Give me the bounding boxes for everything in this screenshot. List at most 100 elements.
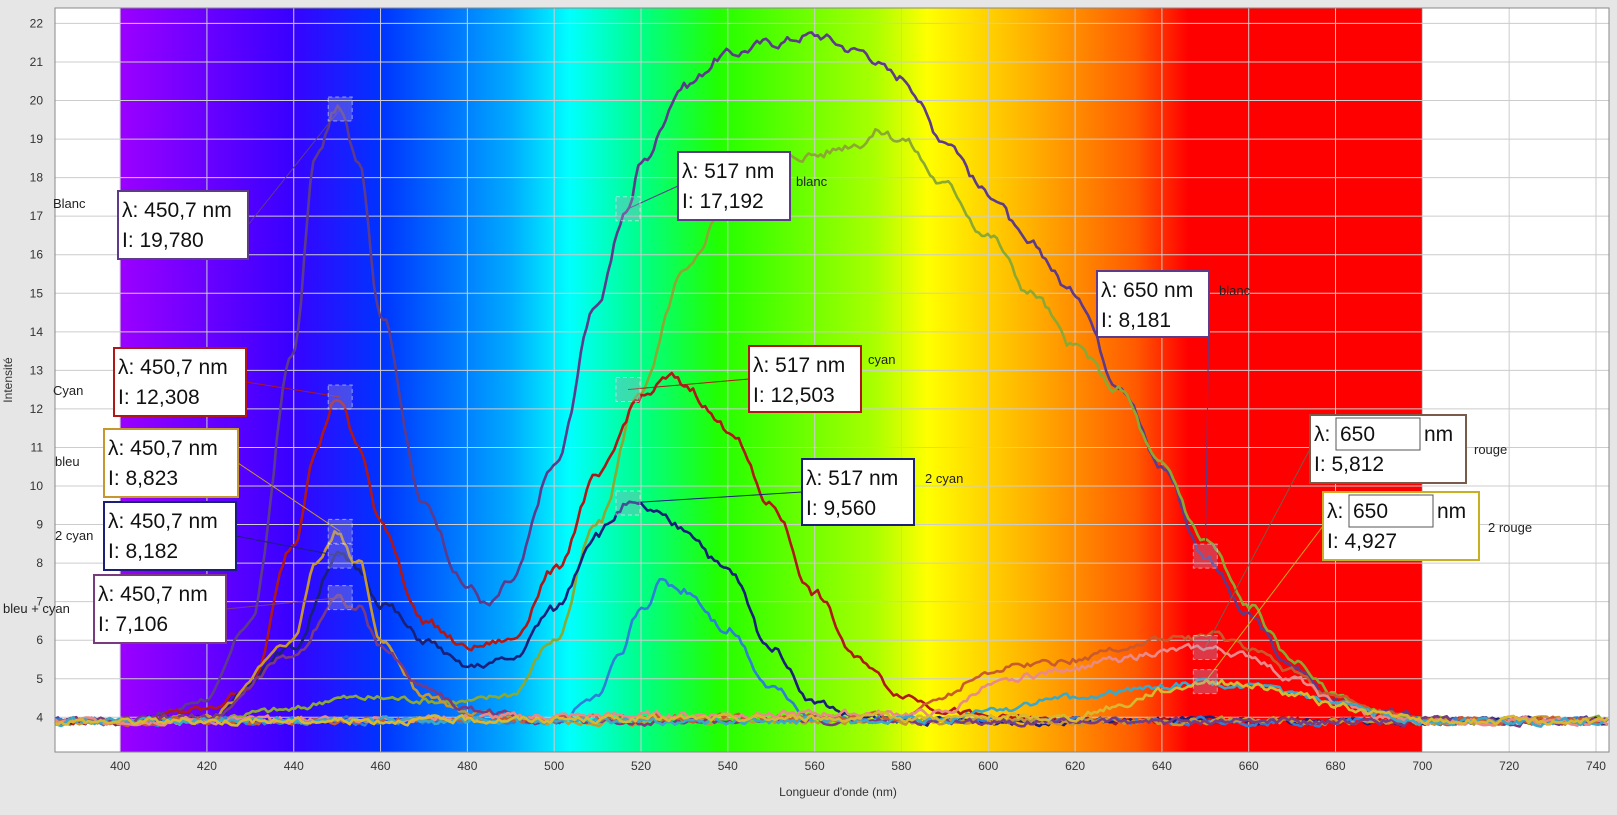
y-tick-label: 4 [36, 710, 43, 724]
y-tick-label: 14 [30, 325, 44, 339]
annotation-lambda-prefix: λ: [1314, 423, 1330, 446]
curve-label: bleu + cyan [3, 601, 70, 616]
annotation-marker[interactable] [1192, 543, 1218, 569]
x-tick-label: 440 [284, 759, 304, 773]
annotation-wavelength-input[interactable] [1335, 417, 1421, 451]
curve-label: 2 cyan [55, 528, 93, 543]
x-tick-label: 420 [197, 759, 217, 773]
annotation-box[interactable] [748, 345, 862, 413]
x-tick-label: 700 [1412, 759, 1432, 773]
y-tick-label: 11 [31, 440, 44, 454]
x-tick-label: 560 [805, 759, 825, 773]
annotation-marker[interactable] [1192, 634, 1218, 660]
x-tick-label: 720 [1499, 759, 1519, 773]
x-tick-label: 500 [544, 759, 564, 773]
x-tick-label: 580 [891, 759, 911, 773]
curve-label: cyan [868, 352, 895, 367]
annotation-intensity: I: 12,308 [118, 386, 200, 409]
curve-label: 2 cyan [925, 471, 963, 486]
annotation-marker[interactable] [327, 585, 353, 611]
y-axis-label: Intensité [1, 357, 15, 403]
y-tick-label: 16 [30, 248, 44, 262]
annotation-intensity: I: 12,503 [753, 384, 835, 407]
annotation-marker[interactable] [327, 518, 353, 544]
y-tick-label: 19 [30, 132, 44, 146]
x-tick-label: 540 [718, 759, 738, 773]
x-tick-label: 620 [1065, 759, 1085, 773]
plot-frame [54, 7, 1610, 753]
y-tick-label: 22 [30, 16, 44, 30]
x-axis-label: Longueur d'onde (nm) [779, 785, 897, 799]
annotation-marker[interactable] [327, 96, 353, 122]
annotation-leader-line [235, 535, 341, 557]
annotation-intensity: I: 9,560 [806, 497, 876, 520]
curve-label: bleu [55, 454, 80, 469]
y-tick-label: 5 [36, 672, 43, 686]
annotation-box[interactable] [103, 428, 239, 498]
annotation-box[interactable] [93, 574, 227, 644]
y-tick-label: 17 [30, 209, 44, 223]
x-tick-label: 660 [1239, 759, 1259, 773]
curve-label: Cyan [53, 383, 83, 398]
annotation-box[interactable] [113, 347, 247, 417]
annotation-intensity: I: 8,182 [108, 540, 178, 563]
y-tick-label: 9 [36, 518, 43, 532]
annotation-box[interactable] [677, 151, 791, 221]
annotation-marker[interactable] [1192, 669, 1218, 695]
annotation-wavelength: λ: 450,7 nm [108, 437, 218, 460]
annotation-wavelength: λ: 650 nm [1101, 279, 1193, 302]
curve-labels: Blanc Cyan bleu 2 cyan bleu + cyan blanc cyan 2… [3, 174, 1532, 616]
annotation-marker[interactable] [615, 490, 641, 516]
x-tick-label: 680 [1326, 759, 1346, 773]
annotation-wavelength: λ: 450,7 nm [118, 356, 228, 379]
annotation-intensity: I: 8,823 [108, 467, 178, 490]
y-tick-label: 20 [30, 94, 44, 108]
annotation-box[interactable] [117, 190, 249, 260]
annotation-intensity: I: 5,812 [1314, 453, 1384, 476]
annotation-leader-line [237, 462, 341, 532]
series-line [54, 593, 1609, 728]
annotation-marker[interactable] [327, 543, 353, 569]
curve-label: 2 rouge [1488, 520, 1532, 535]
curve-label: blanc [1219, 283, 1251, 298]
annotation-marker[interactable] [615, 377, 641, 403]
curve-label: rouge [1474, 442, 1507, 457]
annotation-box[interactable] [103, 501, 237, 571]
x-tick-label: 740 [1586, 759, 1606, 773]
annotation-leader-line [627, 378, 750, 391]
annotation-leader-line [245, 381, 341, 398]
x-tick-label: 460 [371, 759, 391, 773]
series-layer [54, 31, 1609, 728]
annotation-unit: nm [1424, 423, 1453, 446]
annotation-leader-line [627, 491, 803, 504]
y-tick-label: 13 [30, 363, 44, 377]
annotation-box[interactable] [1096, 270, 1210, 338]
annotation-box[interactable] [801, 458, 915, 526]
annotation-marker[interactable] [615, 196, 641, 222]
series-line [54, 678, 1609, 727]
annotation-intensity: I: 17,192 [682, 190, 764, 213]
annotation-wavelength: λ: 450,7 nm [98, 583, 208, 606]
x-tick-label: 480 [457, 759, 477, 773]
annotation-leader-line [627, 185, 679, 210]
annotation-leader-line [1204, 525, 1324, 682]
y-tick-label: 6 [36, 633, 43, 647]
annotation-wavelength-input[interactable] [1348, 494, 1434, 528]
annotation-unit: nm [1437, 500, 1466, 523]
annotation-marker[interactable] [327, 384, 353, 410]
y-tick-label: 10 [30, 479, 44, 493]
y-tick-label: 15 [30, 286, 44, 300]
axes: 400 420 440 460 480 500 520 540 560 580 600 620 640 6… [30, 7, 1610, 773]
annotation-leader-line [1204, 448, 1311, 648]
y-tick-label: 12 [30, 402, 44, 416]
annotation-intensity: I: 7,106 [98, 613, 168, 636]
annotation-leader-line [225, 597, 341, 610]
annotation-wavelength: λ: 517 nm [753, 354, 845, 377]
y-tick-label: 18 [30, 171, 44, 185]
annotation-leader-line [247, 108, 341, 226]
annotation-intensity: I: 8,181 [1101, 309, 1171, 332]
x-tick-label: 520 [631, 759, 651, 773]
curve-label: blanc [796, 174, 828, 189]
x-tick-label: 400 [110, 759, 130, 773]
